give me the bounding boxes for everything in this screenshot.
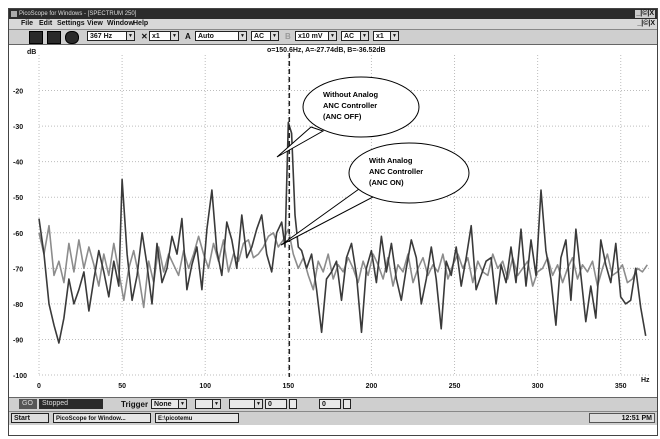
trigger-delay-field[interactable]: 0	[319, 399, 341, 409]
callout-anc-on-line: With Analog	[369, 156, 413, 165]
y-unit-label: dB	[27, 49, 37, 56]
x-tick-label: 100	[199, 383, 211, 390]
trigger-level-field[interactable]: 0	[265, 399, 287, 409]
spinner-icon[interactable]	[289, 399, 297, 409]
x-tick-label: 0	[37, 383, 41, 390]
chevron-down-icon: ▼	[254, 400, 262, 408]
series-anc-on-line	[38, 224, 648, 309]
x-tick-label: 150	[282, 383, 294, 390]
y-tick-label: -90	[13, 337, 23, 344]
x-tick-label: 300	[532, 383, 544, 390]
taskbar: Start PicoScope for Window... E:\picotem…	[9, 411, 657, 425]
menu-window[interactable]: Window	[107, 20, 134, 27]
x-tick-label: 250	[449, 383, 461, 390]
y-multiplier-select[interactable]: x1 ▼	[373, 31, 399, 41]
chevron-down-icon: ▼	[360, 32, 368, 40]
x-multiplier-label: ✕	[141, 32, 148, 41]
bottom-bar: GO Stopped Trigger None ▼ ▼ ▼ 0 0	[9, 397, 657, 411]
window-controls[interactable]: _|©|X	[635, 10, 655, 18]
go-button[interactable]: GO	[19, 399, 37, 409]
chevron-down-icon: ▼	[270, 32, 278, 40]
x-multiplier-select[interactable]: x1 ▼	[149, 31, 179, 41]
y-tick-label: -50	[13, 195, 23, 202]
callout-anc-off-line: ANC Controller	[323, 101, 377, 110]
system-tray: 12:51 PM	[589, 413, 655, 423]
spectrum-plot[interactable]: o=150.6Hz, A=-27.74dB, B=-36.52dB -20 -30…	[9, 45, 657, 397]
status-field: Stopped	[39, 399, 103, 409]
toolbar: 367 Hz ▼ ✕ x1 ▼ A Auto ▼ AC ▼ B x10 mV ▼ AC ▼ …	[9, 30, 657, 45]
trigger-select[interactable]: None ▼	[151, 399, 187, 409]
spectrum-chart: -20 -30 -40 -50 -60 -70 -80 -90 -100 0 50 100 150 200…	[13, 53, 649, 390]
x-tick-label: 50	[118, 383, 126, 390]
callout-anc-off	[302, 76, 420, 138]
coupling-a-select[interactable]: AC ▼	[251, 31, 279, 41]
chevron-down-icon: ▼	[390, 32, 398, 40]
y-tick-label: -20	[13, 89, 23, 96]
chevron-down-icon: ▼	[328, 32, 336, 40]
chevron-down-icon: ▼	[212, 400, 220, 408]
x-tick-label: 200	[366, 383, 378, 390]
task-picoscope[interactable]: PicoScope for Window...	[53, 413, 151, 423]
range-b-select[interactable]: x10 mV ▼	[295, 31, 337, 41]
window-title: PicoScope for Windows - [SPECTRUM 250]	[19, 11, 137, 17]
cursor-readout: o=150.6Hz, A=-27.74dB, B=-36.52dB	[267, 47, 386, 54]
callout-anc-off-line: Without Analog	[323, 90, 378, 99]
app-icon	[11, 11, 17, 17]
x-tick-label: 350	[615, 383, 627, 390]
title-bar: PicoScope for Windows - [SPECTRUM 250] _…	[9, 9, 657, 19]
y-tick-label: -40	[13, 160, 23, 167]
clock: 12:51 PM	[621, 415, 652, 422]
channel-b-label: B	[285, 32, 291, 41]
y-tick-label: -100	[13, 373, 27, 380]
trigger-edge-select[interactable]: ▼	[229, 399, 263, 409]
callout-anc-off-line: (ANC OFF)	[323, 112, 362, 121]
y-tick-label: -60	[13, 231, 23, 238]
chevron-down-icon: ▼	[238, 32, 246, 40]
callout-anc-on-line: ANC Controller	[369, 167, 423, 176]
menu-edit[interactable]: Edit	[39, 20, 53, 27]
y-tick-label: -70	[13, 266, 23, 273]
chevron-down-icon: ▼	[126, 32, 134, 40]
menu-settings[interactable]: Settings	[57, 20, 85, 27]
menu-file[interactable]: File	[21, 20, 34, 27]
y-tick-label: -30	[13, 124, 23, 131]
range-a-select[interactable]: Auto ▼	[195, 31, 247, 41]
task-explorer[interactable]: E:\picotemu	[155, 413, 239, 423]
frequency-select[interactable]: 367 Hz ▼	[87, 31, 135, 41]
chevron-down-icon: ▼	[170, 32, 178, 40]
mdi-controls[interactable]: _|©|X	[637, 20, 655, 27]
x-unit-label: Hz	[641, 377, 650, 384]
save-icon[interactable]	[47, 31, 61, 44]
menu-help[interactable]: Help	[133, 20, 149, 27]
menu-bar: File Edit Settings View Window Help _|©|…	[9, 19, 657, 30]
trigger-label: Trigger	[121, 400, 149, 409]
channel-a-label: A	[185, 32, 191, 41]
chevron-down-icon: ▼	[178, 400, 186, 408]
menu-view[interactable]: View	[87, 20, 103, 27]
callout-anc-on-line: (ANC ON)	[369, 178, 404, 187]
trigger-channel-select[interactable]: ▼	[195, 399, 221, 409]
y-tick-label: -80	[13, 302, 23, 309]
series-anc-off-line	[38, 121, 647, 344]
callout-anc-on	[348, 142, 470, 204]
new-icon[interactable]	[29, 31, 43, 44]
spinner-icon[interactable]	[343, 399, 351, 409]
coupling-b-select[interactable]: AC ▼	[341, 31, 369, 41]
picoscope-window: PicoScope for Windows - [SPECTRUM 250] _…	[8, 8, 658, 436]
start-button[interactable]: Start	[11, 413, 49, 423]
callout-anc-off-pointer	[276, 126, 325, 158]
go-icon[interactable]	[65, 31, 79, 44]
